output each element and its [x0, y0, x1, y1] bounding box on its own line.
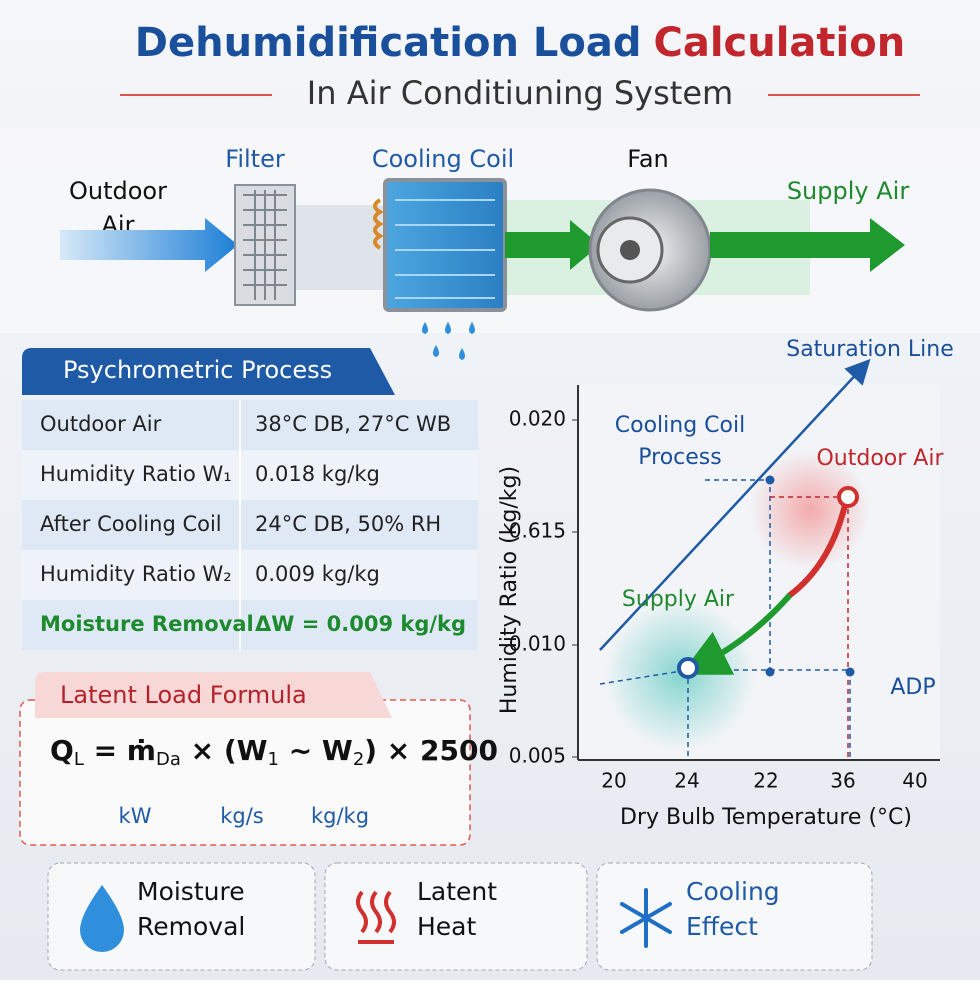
flow-label: Cooling Coil	[372, 145, 514, 173]
row-value: 0.009 kg/kg	[255, 562, 380, 586]
annotation: Outdoor Air	[816, 446, 944, 471]
table	[22, 400, 478, 650]
row-value: ΔW = 0.009 kg/kg	[255, 612, 466, 636]
x-axis-label: Dry Bulb Temperature (°C)	[620, 805, 912, 830]
equation-part: × (W	[181, 734, 268, 767]
x-tick-label: 40	[902, 769, 927, 793]
row-label: Humidity Ratio W₂	[40, 562, 232, 586]
snow-icon	[620, 888, 672, 948]
row-bg	[22, 500, 478, 550]
title-part: Calculation	[653, 20, 905, 66]
flow-label: Supply Air	[787, 177, 910, 205]
heat-icon	[356, 890, 396, 944]
equation-part: Q	[50, 734, 74, 767]
table-title: Psychrometric Process	[63, 356, 332, 384]
point	[765, 667, 775, 677]
title: Dehumidification Load Calculation	[135, 20, 905, 66]
y-tick-label: 0.010	[509, 632, 566, 656]
annotation: Saturation Line	[786, 337, 954, 362]
formula-title: Latent Load Formula	[60, 681, 307, 709]
unit: kW	[119, 804, 152, 828]
card	[596, 862, 873, 971]
y-tick-label: 0.020	[509, 407, 566, 431]
drops	[422, 322, 475, 360]
coil-fins	[395, 199, 495, 299]
x-tick-label: 24	[674, 769, 699, 793]
outdoor-point	[837, 486, 859, 508]
annotation: Supply Air	[622, 587, 735, 612]
equation-part: = ṁ	[84, 734, 156, 767]
fan-center	[620, 240, 640, 260]
equation-part: ~ W	[279, 734, 353, 767]
subtitle: In Air Conditiuning System	[307, 74, 733, 112]
subscript: 2	[353, 749, 364, 770]
card-text: Latent	[417, 877, 497, 906]
coil-pipe	[373, 198, 384, 250]
arrow	[505, 220, 600, 270]
row-bg	[22, 550, 478, 600]
unit: kg/kg	[311, 804, 369, 828]
annotation: Cooling Coil	[615, 413, 745, 438]
saturation-line	[599, 358, 871, 651]
card-text: Moisture	[137, 877, 245, 906]
row-bg	[22, 600, 478, 650]
equation: QL = ṁDa × (W1 ~ W2) × 2500	[50, 734, 498, 770]
subscript: L	[74, 749, 84, 770]
arrow	[60, 218, 238, 272]
card-text: Heat	[417, 912, 476, 941]
point	[765, 475, 775, 485]
row-label: Moisture Removal	[40, 612, 254, 636]
table-tab	[22, 348, 395, 395]
row-value: 0.018 kg/kg	[255, 462, 380, 486]
card-text: Cooling	[686, 877, 780, 906]
row-value: 24°C DB, 50% RH	[255, 512, 441, 536]
unit: kg/s	[220, 804, 264, 828]
flow-label: Outdoor	[69, 177, 167, 205]
card-text: Effect	[686, 912, 758, 941]
arrow	[710, 218, 905, 272]
subscript: 1	[268, 749, 279, 770]
row-bg	[22, 450, 478, 500]
row-bg	[22, 400, 478, 450]
y-tick-label: 0.005	[509, 744, 566, 768]
annotation: ADP	[890, 675, 935, 700]
process-curve	[680, 593, 793, 675]
process-curve	[787, 502, 848, 598]
air-stream	[290, 205, 400, 290]
flow-label: Filter	[225, 145, 285, 173]
flow-label: Fan	[627, 145, 669, 173]
title-part: Dehumidification Load	[135, 20, 642, 66]
row-label: Humidity Ratio W₁	[40, 462, 232, 486]
formula-tab	[35, 672, 392, 718]
drop-icon	[80, 885, 124, 952]
x-tick-label: 36	[830, 769, 855, 793]
annotation: Process	[638, 445, 721, 470]
row-label: Outdoor Air	[40, 412, 162, 436]
y-tick-label: 0.615	[509, 519, 566, 543]
y-axis-label: Humidity Ratio (kg/kg)	[497, 466, 522, 714]
filter-grid	[243, 190, 287, 300]
row-value: 38°C DB, 27°C WB	[255, 412, 451, 436]
x-tick-label: 22	[753, 769, 778, 793]
glow	[750, 450, 870, 570]
supply-point	[677, 657, 699, 679]
point	[845, 667, 855, 677]
card-text: Removal	[137, 912, 245, 941]
x-tick-label: 20	[601, 769, 626, 793]
row-label: After Cooling Coil	[40, 512, 222, 536]
subscript: Da	[156, 749, 181, 770]
equation-part: ) × 2500	[364, 734, 498, 767]
